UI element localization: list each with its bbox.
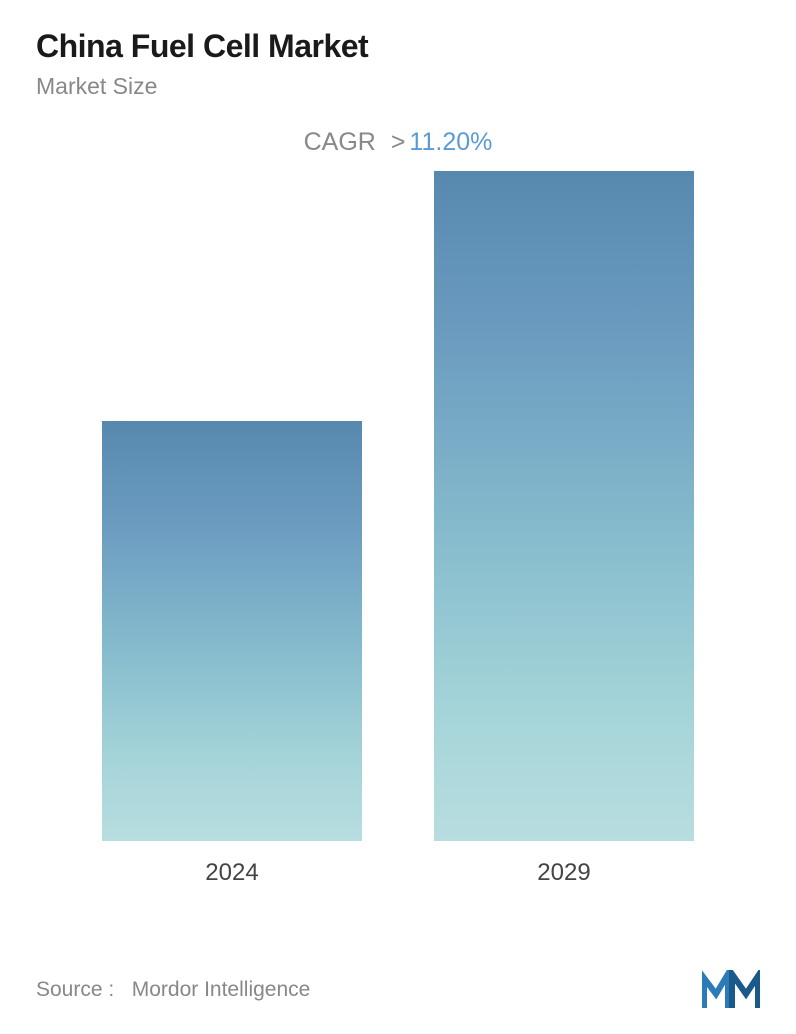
bar-2024 — [102, 421, 362, 841]
cagr-row: CAGR >11.20% — [36, 128, 760, 157]
bar-label-2029: 2029 — [537, 859, 590, 887]
bar-label-2024: 2024 — [205, 859, 258, 887]
cagr-gt: > — [391, 128, 406, 156]
page-subtitle: Market Size — [36, 73, 760, 100]
chart-container: China Fuel Cell Market Market Size CAGR … — [0, 0, 796, 1034]
page-title: China Fuel Cell Market — [36, 28, 760, 65]
source-text: Source : Mordor Intelligence — [36, 978, 310, 1002]
bar-2029 — [434, 171, 694, 841]
bar-group-1: 2029 — [434, 171, 694, 887]
source-name: Mordor Intelligence — [132, 978, 311, 1001]
footer: Source : Mordor Intelligence — [36, 970, 760, 1010]
mordor-logo-icon — [702, 970, 760, 1010]
cagr-label: CAGR — [304, 128, 376, 156]
chart-area: 2024 2029 — [36, 207, 760, 887]
cagr-value: 11.20% — [409, 128, 492, 156]
source-label: Source : — [36, 978, 114, 1001]
bar-group-0: 2024 — [102, 421, 362, 887]
